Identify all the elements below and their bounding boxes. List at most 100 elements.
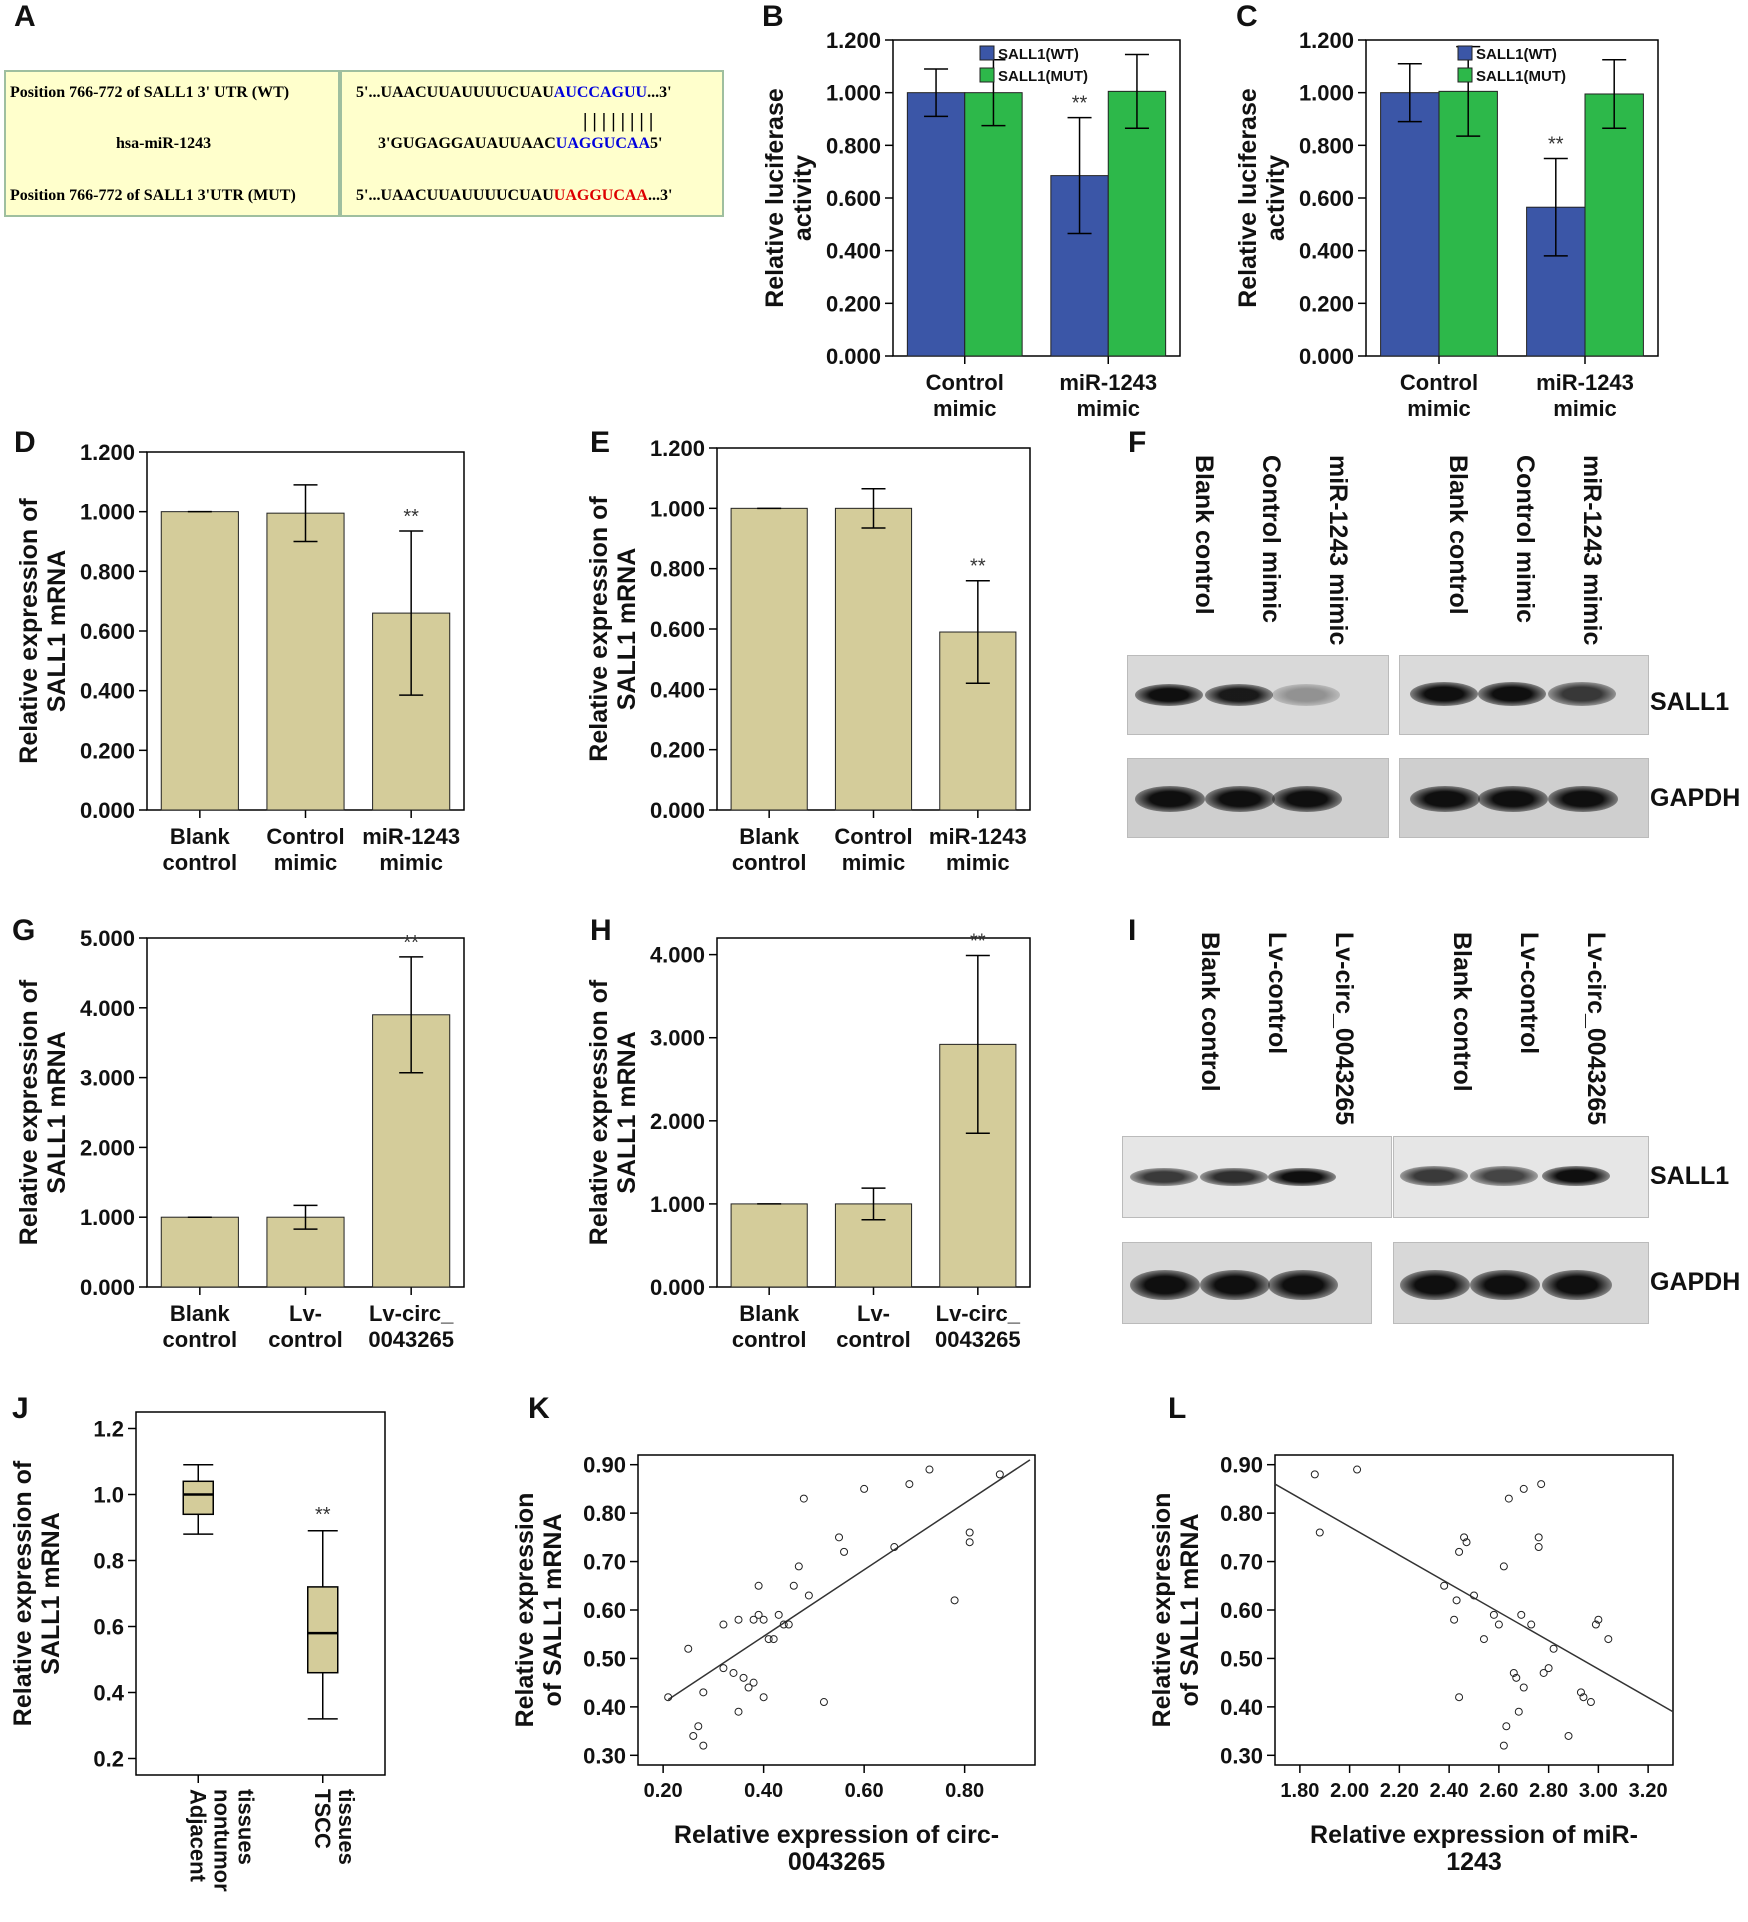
data-point <box>754 1610 763 1619</box>
data-point <box>995 1470 1004 1479</box>
y-tick-label: 0.600 <box>826 186 881 211</box>
data-point <box>749 1678 758 1687</box>
y-tick-label: 0.6 <box>93 1615 124 1640</box>
protein-band <box>1548 682 1616 706</box>
data-point <box>1586 1698 1595 1707</box>
y-tick-label: 0.40 <box>583 1695 626 1720</box>
data-point <box>1450 1615 1459 1624</box>
x-axis-label: 1243 <box>1446 1848 1502 1876</box>
y-axis-label: Relative luciferase activity <box>1234 88 1290 308</box>
y-tick-label: 0.000 <box>80 798 135 823</box>
gapdh-row-label: GAPDH <box>1650 784 1741 812</box>
data-point <box>1509 1668 1518 1677</box>
x-tick-label: control <box>163 850 238 875</box>
x-tick-label: 0.60 <box>845 1780 884 1802</box>
x-tick-label: 0043265 <box>368 1327 454 1352</box>
y-tick-label: 0.000 <box>80 1275 135 1300</box>
data-point <box>749 1615 758 1624</box>
lane-label: Control mimic <box>1257 455 1285 624</box>
x-tick-label: Blank <box>170 824 231 849</box>
x-tick-label: Blank <box>170 1301 231 1326</box>
y-axis-label: Relative expression of SALL1 mRNA <box>9 1460 65 1726</box>
protein-band <box>1400 1270 1470 1300</box>
data-point <box>1310 1470 1319 1479</box>
y-tick-label: 0.800 <box>1299 133 1354 158</box>
y-axis-label-line: Relative luciferase <box>761 88 789 308</box>
data-point <box>1504 1494 1513 1503</box>
y-tick-label: 4.000 <box>80 996 135 1021</box>
x-tick-label: 1.80 <box>1280 1780 1319 1802</box>
protein-band <box>1542 1270 1612 1300</box>
significance-mark: ** <box>1548 134 1564 156</box>
data-point <box>1544 1664 1553 1673</box>
x-tick-label: Blank <box>739 1301 800 1326</box>
y-axis-label-line: Relative luciferase <box>1234 88 1262 308</box>
panel-letter-c: C <box>1236 0 1258 33</box>
significance-mark: ** <box>403 932 419 954</box>
bar <box>1584 93 1644 357</box>
y-tick-label: 0.600 <box>650 617 705 642</box>
data-point <box>1455 1693 1464 1702</box>
y-tick-label: 0.200 <box>650 738 705 763</box>
y-tick-label: 0.000 <box>1299 344 1354 369</box>
lane-label: Blank control <box>1196 932 1224 1092</box>
data-point <box>799 1494 808 1503</box>
y-tick-label: 0.400 <box>80 679 135 704</box>
data-point <box>965 1528 974 1537</box>
bar <box>160 1216 239 1288</box>
data-point <box>1479 1635 1488 1644</box>
y-tick-label: 0.90 <box>1220 1453 1263 1478</box>
y-axis-label-line: Relative expression of <box>585 979 613 1245</box>
x-tick-label: Adjacent <box>185 1789 210 1883</box>
data-point <box>965 1538 974 1547</box>
y-tick-label: 0.800 <box>80 559 135 584</box>
x-tick-label: 2.40 <box>1430 1780 1469 1802</box>
data-point <box>719 1664 728 1673</box>
lane-label: miR-1243 mimic <box>1578 455 1606 646</box>
data-point <box>1514 1707 1523 1716</box>
legend-swatch <box>979 45 995 61</box>
box <box>307 1586 339 1674</box>
y-axis-label-line: SALL1 mRNA <box>613 1031 641 1194</box>
y-tick-label: 0.000 <box>650 1275 705 1300</box>
panel-letter-e: E <box>590 426 610 459</box>
y-tick-label: 1.200 <box>650 436 705 461</box>
y-tick-label: 0.60 <box>1220 1598 1263 1623</box>
y-tick-label: 1.000 <box>80 1205 135 1230</box>
data-point <box>905 1480 914 1489</box>
mirna-sequence: 3'GUGAGGAUAUUAACUAGGUCAA5' <box>378 135 663 152</box>
box <box>182 1480 214 1516</box>
y-tick-label: 0.400 <box>826 239 881 264</box>
protein-band <box>1200 1270 1270 1300</box>
x-tick-label: mimic <box>946 850 1010 875</box>
lane-label: Blank control <box>1448 932 1476 1092</box>
data-point <box>734 1707 743 1716</box>
protein-band <box>1130 1168 1198 1186</box>
lane-label: Lv-circ_0043265 <box>1330 932 1358 1126</box>
data-point <box>1499 1741 1508 1750</box>
bar <box>1107 90 1167 357</box>
data-point <box>1576 1688 1585 1697</box>
y-axis-label-line: Relative expression of <box>585 496 613 762</box>
significance-mark: ** <box>1072 93 1088 115</box>
y-axis-label-line: Relative expression of <box>15 498 43 764</box>
significance-mark: ** <box>403 506 419 528</box>
data-point <box>739 1673 748 1682</box>
y-axis-label-line: SALL1 mRNA <box>43 550 71 713</box>
x-tick-label: Lv-circ_ <box>936 1301 1021 1326</box>
x-tick-label: miR-1243 <box>1059 370 1157 395</box>
y-tick-label: 2.000 <box>80 1135 135 1160</box>
data-point <box>1591 1620 1600 1629</box>
y-tick-label: 0.200 <box>826 291 881 316</box>
protein-band <box>1135 684 1203 706</box>
pairing-lines: | | | | | | | | <box>583 110 654 132</box>
x-tick-label: Control <box>926 370 1004 395</box>
y-tick-label: 3.000 <box>80 1066 135 1091</box>
data-point <box>684 1644 693 1653</box>
data-point <box>1519 1484 1528 1493</box>
y-tick-label: 0.600 <box>1299 186 1354 211</box>
y-tick-label: 0.400 <box>1299 239 1354 264</box>
y-tick-label: 1.2 <box>93 1417 124 1442</box>
legend-label: SALL1(WT) <box>998 46 1079 63</box>
data-point <box>689 1731 698 1740</box>
